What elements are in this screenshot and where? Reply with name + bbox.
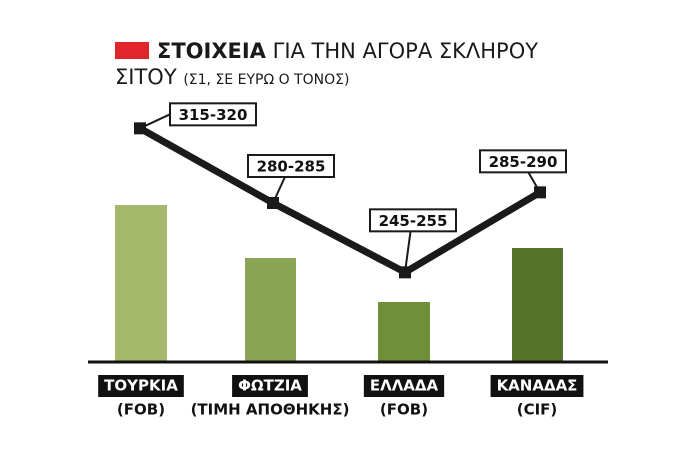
category-note: (ΤΙΜΗ ΑΠΟΘΗΚΗΣ) [191, 401, 350, 419]
label-box [479, 149, 567, 174]
label-leader [139, 113, 171, 130]
line-segment [401, 188, 544, 276]
data-label: 280-285 [257, 158, 326, 176]
data-label: 245-255 [379, 212, 448, 230]
chart-title-bold: ΣΤΟΙΧΕΙΑ [157, 39, 266, 63]
category-box [363, 375, 445, 397]
chart-header: ΣΤΟΙΧΕΙΑ ΓΙΑ ΤΗΝ ΑΓΟΡΑ ΣΚΛΗΡΟΥ ΣΙΤΟΥ (Σ1… [115, 38, 555, 93]
category-note: (CIF) [517, 401, 558, 419]
category-note: (FOB) [117, 401, 165, 419]
category-box [490, 375, 584, 397]
category-note: (FOB) [380, 401, 428, 419]
line-segment [269, 199, 409, 276]
data-label: 315-320 [179, 106, 248, 124]
category-label: ΕΛΛΑΔΑ [370, 377, 439, 395]
decor-bar [378, 302, 430, 362]
category-label: ΤΟΥΡΚΙΑ [104, 377, 178, 395]
label-box [169, 102, 257, 127]
line-segment [136, 124, 277, 207]
category-label: ΚΑΝΑΔΑΣ [497, 377, 578, 395]
decor-bar [512, 248, 563, 362]
label-box [247, 154, 335, 178]
decor-bar [245, 258, 296, 362]
decor-bar [115, 205, 167, 362]
point-marker [134, 122, 146, 135]
category-box [232, 375, 308, 397]
label-box [369, 208, 457, 233]
chart-title: ΓΙΑ ΤΗΝ ΑΓΟΡΑ ΣΚΛΗΡΟΥ ΣΙΤΟΥ [115, 39, 539, 89]
data-label: 285-290 [489, 153, 558, 171]
category-label: ΦΩΤΖΙΑ [238, 377, 302, 395]
category-box [98, 375, 184, 397]
chart-subtitle: (Σ1, ΣΕ ΕΥΡΩ Ο ΤΟΝΟΣ) [183, 72, 350, 88]
title-marker [115, 42, 149, 59]
